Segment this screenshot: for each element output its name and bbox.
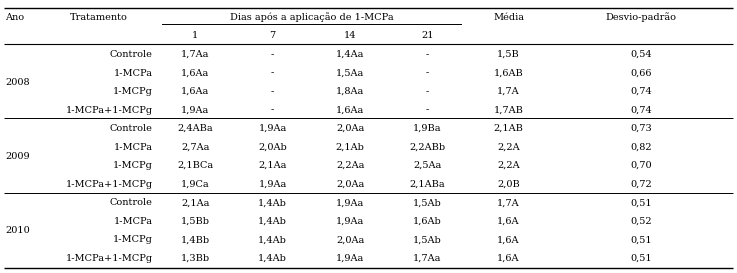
Text: 7: 7 xyxy=(270,31,276,40)
Text: Controle: Controle xyxy=(110,50,153,59)
Text: -: - xyxy=(271,50,274,59)
Text: 1,5Ab: 1,5Ab xyxy=(413,198,442,207)
Text: 1,9Aa: 1,9Aa xyxy=(259,124,287,133)
Text: 2,0Aa: 2,0Aa xyxy=(336,124,364,133)
Text: 1: 1 xyxy=(192,31,198,40)
Text: 1,4Bb: 1,4Bb xyxy=(181,235,210,244)
Text: 2,1AB: 2,1AB xyxy=(494,124,523,133)
Text: -: - xyxy=(426,50,429,59)
Text: 2,2A: 2,2A xyxy=(497,143,520,152)
Text: 0,70: 0,70 xyxy=(630,161,652,170)
Text: 1,8Aa: 1,8Aa xyxy=(336,87,364,96)
Text: 14: 14 xyxy=(344,31,356,40)
Text: 1,6Ab: 1,6Ab xyxy=(413,217,442,226)
Text: 1,4Ab: 1,4Ab xyxy=(258,217,287,226)
Text: 1,5Ab: 1,5Ab xyxy=(413,235,442,244)
Text: 1-MCPg: 1-MCPg xyxy=(113,235,153,244)
Text: 1-MCPg: 1-MCPg xyxy=(113,87,153,96)
Text: 1-MCPg: 1-MCPg xyxy=(113,161,153,170)
Text: 1,6Aa: 1,6Aa xyxy=(336,106,364,115)
Text: 1-MCPa: 1-MCPa xyxy=(113,217,153,226)
Text: 1,6A: 1,6A xyxy=(497,254,520,263)
Text: Tratamento: Tratamento xyxy=(70,13,128,22)
Text: 1,4Aa: 1,4Aa xyxy=(336,50,364,59)
Text: 2,0Ab: 2,0Ab xyxy=(258,143,287,152)
Text: 2008: 2008 xyxy=(5,78,29,87)
Text: 1,7A: 1,7A xyxy=(497,198,520,207)
Text: 1,9Ca: 1,9Ca xyxy=(181,180,209,189)
Text: 1-MCPa: 1-MCPa xyxy=(113,69,153,78)
Text: 2,1BCa: 2,1BCa xyxy=(177,161,214,170)
Text: 1,4Ab: 1,4Ab xyxy=(258,254,287,263)
Text: 2,4ABa: 2,4ABa xyxy=(178,124,213,133)
Text: 2009: 2009 xyxy=(5,152,29,161)
Text: 1,3Bb: 1,3Bb xyxy=(181,254,210,263)
Text: 2,1Aa: 2,1Aa xyxy=(259,161,287,170)
Text: 2,7Aa: 2,7Aa xyxy=(181,143,209,152)
Text: 1-MCPa+1-MCPg: 1-MCPa+1-MCPg xyxy=(66,106,153,115)
Text: 1,7Aa: 1,7Aa xyxy=(413,254,441,263)
Text: 2,1Ab: 2,1Ab xyxy=(335,143,365,152)
Text: Controle: Controle xyxy=(110,124,153,133)
Text: -: - xyxy=(271,87,274,96)
Text: 1,7A: 1,7A xyxy=(497,87,520,96)
Text: 2,2ABb: 2,2ABb xyxy=(409,143,446,152)
Text: Controle: Controle xyxy=(110,198,153,207)
Text: Ano: Ano xyxy=(5,13,24,22)
Text: -: - xyxy=(426,69,429,78)
Text: 1,5Bb: 1,5Bb xyxy=(181,217,210,226)
Text: Desvio-padrão: Desvio-padrão xyxy=(606,13,677,22)
Text: 1,9Aa: 1,9Aa xyxy=(181,106,209,115)
Text: 1,5Aa: 1,5Aa xyxy=(336,69,364,78)
Text: -: - xyxy=(426,87,429,96)
Text: 2,5Aa: 2,5Aa xyxy=(413,161,441,170)
Text: 0,73: 0,73 xyxy=(630,124,652,133)
Text: 0,66: 0,66 xyxy=(630,69,652,78)
Text: Dias após a aplicação de 1-MCPa: Dias após a aplicação de 1-MCPa xyxy=(229,13,394,22)
Text: 1,5B: 1,5B xyxy=(497,50,520,59)
Text: 2,1Aa: 2,1Aa xyxy=(181,198,209,207)
Text: 1,7Aa: 1,7Aa xyxy=(181,50,209,59)
Text: 1-MCPa+1-MCPg: 1-MCPa+1-MCPg xyxy=(66,254,153,263)
Text: -: - xyxy=(426,106,429,115)
Text: 2,0B: 2,0B xyxy=(497,180,520,189)
Text: 1,4Ab: 1,4Ab xyxy=(258,235,287,244)
Text: 0,74: 0,74 xyxy=(630,87,652,96)
Text: 2010: 2010 xyxy=(5,226,30,235)
Text: 2,1ABa: 2,1ABa xyxy=(410,180,445,189)
Text: 1,7AB: 1,7AB xyxy=(494,106,523,115)
Text: Média: Média xyxy=(493,13,524,22)
Text: 0,74: 0,74 xyxy=(630,106,652,115)
Text: 0,54: 0,54 xyxy=(630,50,652,59)
Text: 0,82: 0,82 xyxy=(630,143,652,152)
Text: 1,6A: 1,6A xyxy=(497,235,520,244)
Text: 1-MCPa+1-MCPg: 1-MCPa+1-MCPg xyxy=(66,180,153,189)
Text: 2,0Aa: 2,0Aa xyxy=(336,235,364,244)
Text: 1,6Aa: 1,6Aa xyxy=(181,69,209,78)
Text: 2,2A: 2,2A xyxy=(497,161,520,170)
Text: 1,9Aa: 1,9Aa xyxy=(259,180,287,189)
Text: 2,0Aa: 2,0Aa xyxy=(336,180,364,189)
Text: 1,4Ab: 1,4Ab xyxy=(258,198,287,207)
Text: -: - xyxy=(271,106,274,115)
Text: 0,51: 0,51 xyxy=(630,235,652,244)
Text: 1,6AB: 1,6AB xyxy=(494,69,523,78)
Text: 0,52: 0,52 xyxy=(630,217,652,226)
Text: 1,9Ba: 1,9Ba xyxy=(413,124,441,133)
Text: 0,51: 0,51 xyxy=(630,198,652,207)
Text: 0,51: 0,51 xyxy=(630,254,652,263)
Text: 1,6Aa: 1,6Aa xyxy=(181,87,209,96)
Text: -: - xyxy=(271,69,274,78)
Text: 2,2Aa: 2,2Aa xyxy=(336,161,364,170)
Text: 1,9Aa: 1,9Aa xyxy=(336,254,364,263)
Text: 1,6A: 1,6A xyxy=(497,217,520,226)
Text: 1,9Aa: 1,9Aa xyxy=(336,217,364,226)
Text: 1,9Aa: 1,9Aa xyxy=(336,198,364,207)
Text: 0,72: 0,72 xyxy=(630,180,652,189)
Text: 1-MCPa: 1-MCPa xyxy=(113,143,153,152)
Text: 21: 21 xyxy=(422,31,433,40)
